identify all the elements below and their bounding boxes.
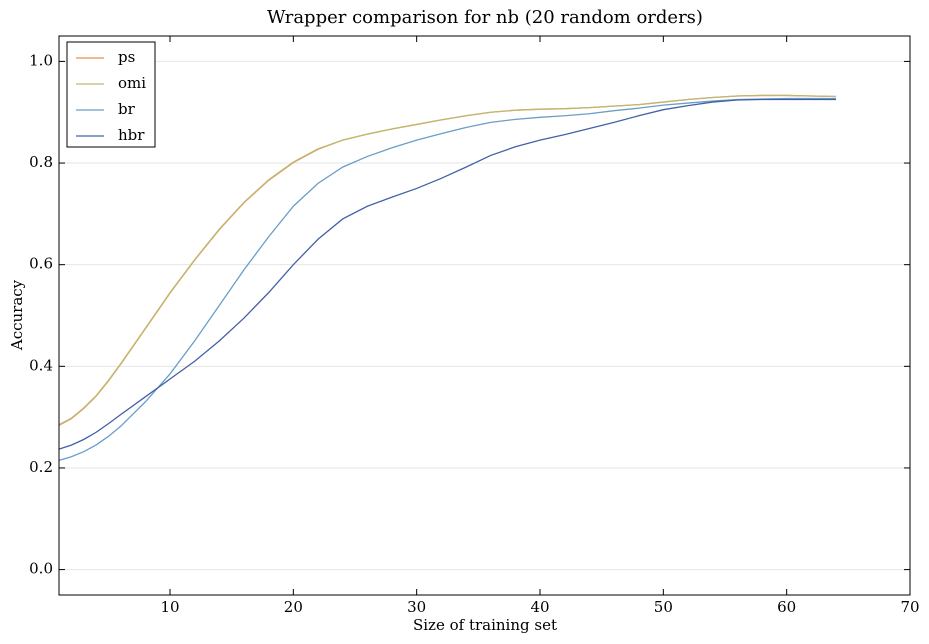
x-tick-label: 10 [160,598,179,616]
x-tick-label: 70 [900,598,919,616]
x-tick-label: 40 [530,598,549,616]
y-tick-label: 0.4 [29,356,53,374]
x-tick-label: 50 [654,598,673,616]
x-axis-label: Size of training set [413,616,557,634]
plot-frame [58,35,911,596]
x-tick-label: 20 [284,598,303,616]
series-line [58,97,836,461]
y-tick-label: 0.8 [29,153,53,171]
x-tick-label: 30 [407,598,426,616]
y-axis-label: Accuracy [8,279,26,351]
legend-label: br [118,100,136,118]
y-tick-label: 1.0 [29,51,53,69]
y-tick-label: 0.0 [29,560,53,578]
series-line [58,94,837,426]
series-line [58,98,836,450]
legend-box [66,41,156,148]
legend-label: omi [118,74,146,92]
legend-label: ps [118,48,135,66]
y-tick-label: 0.2 [29,458,53,476]
y-tick-label: 0.6 [29,255,53,273]
x-tick-label: 60 [777,598,796,616]
legend-label: hbr [118,126,145,144]
chart-title: Wrapper comparison for nb (20 random ord… [267,7,703,28]
